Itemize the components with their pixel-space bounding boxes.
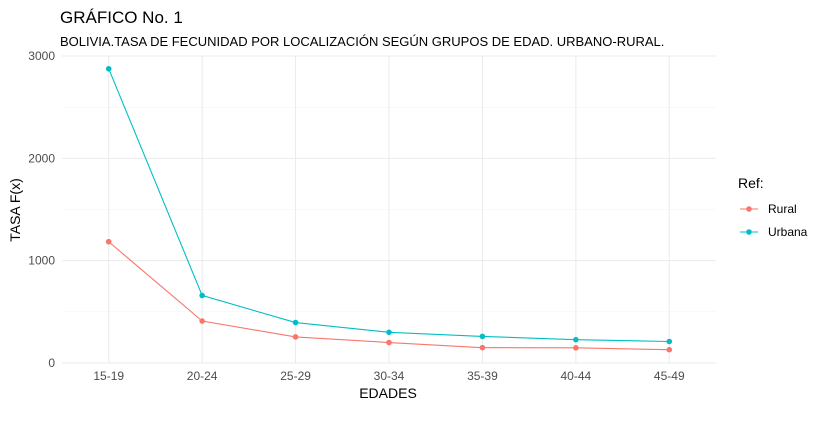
chart-subtitle: BOLIVIA.TASA DE FECUNIDAD POR LOCALIZACI… [60,34,664,49]
legend-key-point [746,206,752,212]
y-tick-label: 1000 [28,254,55,268]
data-point-rural [666,347,672,353]
data-point-rural [573,345,579,351]
data-point-urbana [386,330,392,336]
data-point-urbana [573,337,579,343]
legend-label: Rural [768,202,797,216]
y-tick-label: 0 [48,356,55,370]
data-point-rural [106,239,112,245]
chart-title: GRÁFICO No. 1 [60,8,183,27]
legend-item-rural: Rural [740,202,797,216]
data-point-urbana [480,334,486,340]
y-tick-label: 3000 [28,49,55,63]
data-point-rural [293,334,299,340]
data-point-urbana [199,293,205,299]
y-tick-label: 2000 [28,151,55,165]
data-point-rural [199,318,205,324]
x-tick-label: 30-34 [374,369,405,383]
data-point-rural [386,340,392,346]
legend: Ref: Rural Urbana [738,175,808,239]
x-axis-ticks: 15-19 20-24 25-29 30-34 35-39 40-44 45-49 [93,369,685,383]
gridlines [62,56,716,363]
y-axis-title: TASA F(x) [7,178,23,242]
x-tick-label: 45-49 [654,369,685,383]
legend-label: Urbana [768,225,808,239]
legend-key-point [746,229,752,235]
data-point-urbana [106,66,112,72]
data-point-urbana [666,339,672,345]
x-tick-label: 20-24 [187,369,218,383]
x-tick-label: 40-44 [561,369,592,383]
data-point-urbana [293,320,299,326]
x-tick-label: 25-29 [280,369,311,383]
legend-title: Ref: [738,175,764,191]
data-point-rural [480,345,486,351]
x-axis-title: EDADES [359,385,417,401]
y-axis-ticks: 0 1000 2000 3000 [28,49,55,370]
x-tick-label: 35-39 [467,369,498,383]
x-tick-label: 15-19 [93,369,124,383]
legend-item-urbana: Urbana [740,225,808,239]
